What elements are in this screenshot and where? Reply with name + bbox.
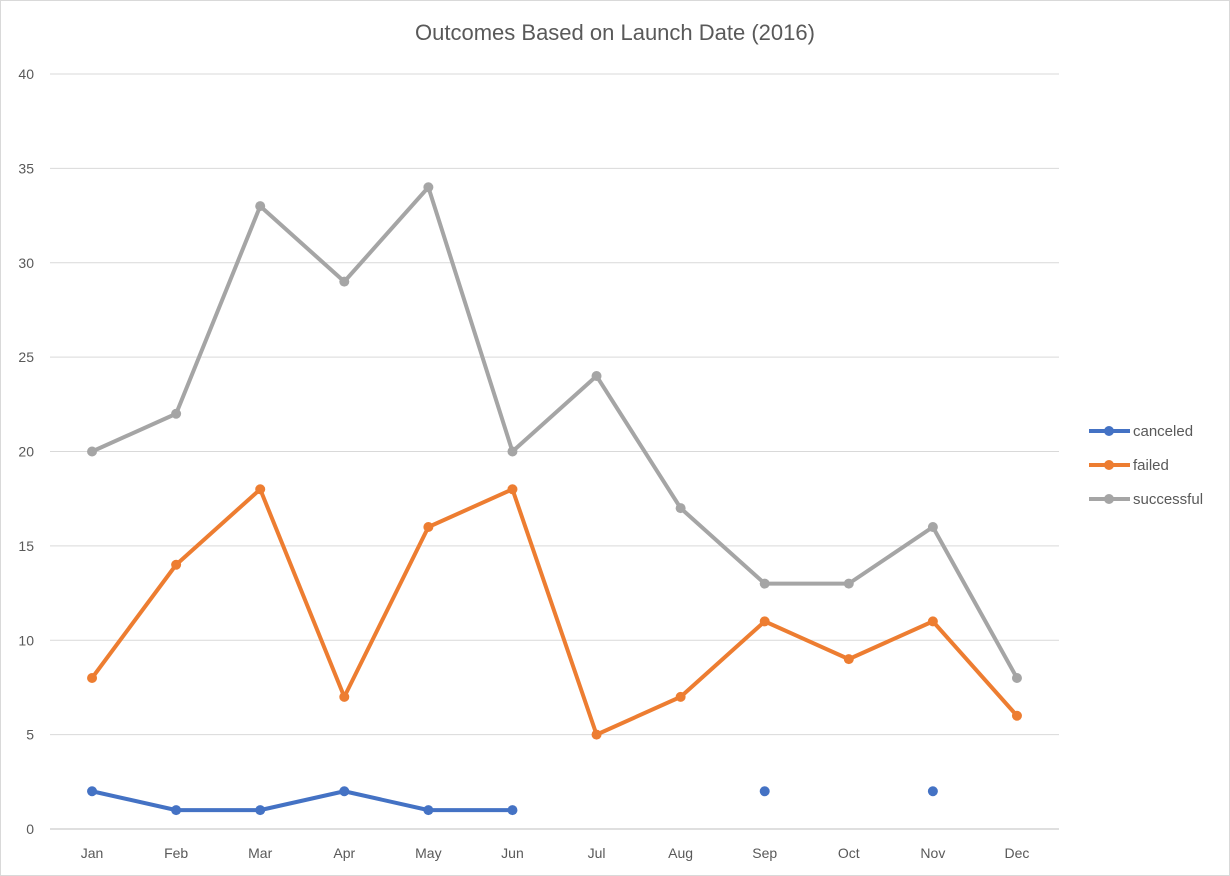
series-line-successful [90, 185, 1019, 680]
data-point-canceled-nov [927, 786, 938, 797]
data-point-failed-oct [843, 654, 854, 665]
data-point-successful-jun [507, 446, 518, 457]
data-point-failed-apr [339, 691, 350, 702]
x-tick-label: Jul [588, 845, 606, 861]
y-tick-label: 40 [18, 66, 34, 82]
data-point-canceled-may [423, 805, 434, 816]
data-point-successful-apr [339, 276, 350, 287]
x-tick-label: Mar [248, 845, 272, 861]
chart-title: Outcomes Based on Launch Date (2016) [415, 20, 815, 45]
series-line-failed [90, 487, 1019, 737]
data-point-successful-jan [87, 446, 98, 457]
series-failed [87, 484, 1022, 740]
series-successful [87, 182, 1022, 683]
data-point-canceled-mar [255, 805, 266, 816]
legend-swatch-marker [1104, 426, 1114, 436]
data-point-successful-oct [843, 578, 854, 589]
y-tick-label: 10 [18, 632, 34, 648]
legend-label: failed [1133, 457, 1169, 474]
data-point-successful-feb [171, 408, 182, 419]
series-layer [87, 182, 1022, 816]
x-tick-label: Jan [81, 845, 104, 861]
data-point-failed-sep [759, 616, 770, 627]
legend-item-failed: failed [1089, 457, 1169, 474]
y-tick-label: 15 [18, 538, 34, 554]
legend-item-canceled: canceled [1089, 423, 1193, 440]
x-tick-label: Oct [838, 845, 860, 861]
gridlines [50, 73, 1059, 830]
x-tick-label: Dec [1005, 845, 1030, 861]
legend-swatch-marker [1104, 460, 1114, 470]
data-point-successful-jul [591, 371, 602, 381]
data-point-successful-may [423, 182, 434, 193]
data-point-failed-jan [87, 673, 98, 683]
data-point-canceled-jan [87, 786, 98, 797]
data-point-successful-aug [675, 503, 686, 514]
x-tick-label: Feb [164, 845, 188, 861]
series-line-canceled [90, 789, 515, 813]
data-point-failed-jun [507, 484, 518, 495]
legend-label: canceled [1133, 423, 1193, 440]
data-point-canceled-feb [171, 805, 182, 816]
data-point-failed-nov [927, 616, 938, 627]
data-point-successful-mar [255, 201, 266, 212]
data-point-successful-nov [927, 522, 938, 532]
y-tick-label: 0 [26, 821, 34, 837]
y-tick-label: 30 [18, 255, 34, 271]
x-tick-label: Apr [333, 845, 355, 861]
y-tick-label: 5 [26, 727, 34, 743]
x-tick-label: May [415, 845, 441, 861]
legend-item-successful: successful [1089, 491, 1203, 508]
data-point-canceled-sep [759, 786, 770, 797]
legend-swatch-marker [1104, 494, 1114, 504]
legend-label: successful [1133, 491, 1203, 508]
data-point-failed-may [423, 522, 434, 532]
data-point-successful-sep [759, 578, 770, 589]
x-tick-label: Sep [752, 845, 777, 861]
y-tick-label: 20 [18, 444, 34, 460]
y-tick-label: 35 [18, 160, 34, 176]
data-point-failed-aug [675, 691, 686, 702]
x-axis-ticks: Jan Feb Mar Apr May Jun Jul Aug Sep Oct Nov Dec [81, 845, 1030, 861]
x-tick-label: Aug [668, 845, 693, 861]
y-tick-label: 25 [18, 349, 34, 365]
data-point-failed-dec [1011, 710, 1022, 721]
legend: canceled failed successful [1089, 423, 1203, 508]
data-point-successful-dec [1011, 673, 1022, 683]
data-point-failed-feb [171, 559, 182, 570]
data-point-failed-mar [255, 484, 266, 495]
data-point-canceled-apr [339, 786, 350, 797]
data-point-canceled-jun [507, 805, 518, 816]
y-axis-ticks: 0 5 10 15 20 25 30 35 40 [18, 66, 34, 837]
x-tick-label: Jun [501, 845, 524, 861]
series-canceled [87, 786, 938, 816]
x-tick-label: Nov [920, 845, 945, 861]
data-point-failed-jul [591, 729, 602, 740]
